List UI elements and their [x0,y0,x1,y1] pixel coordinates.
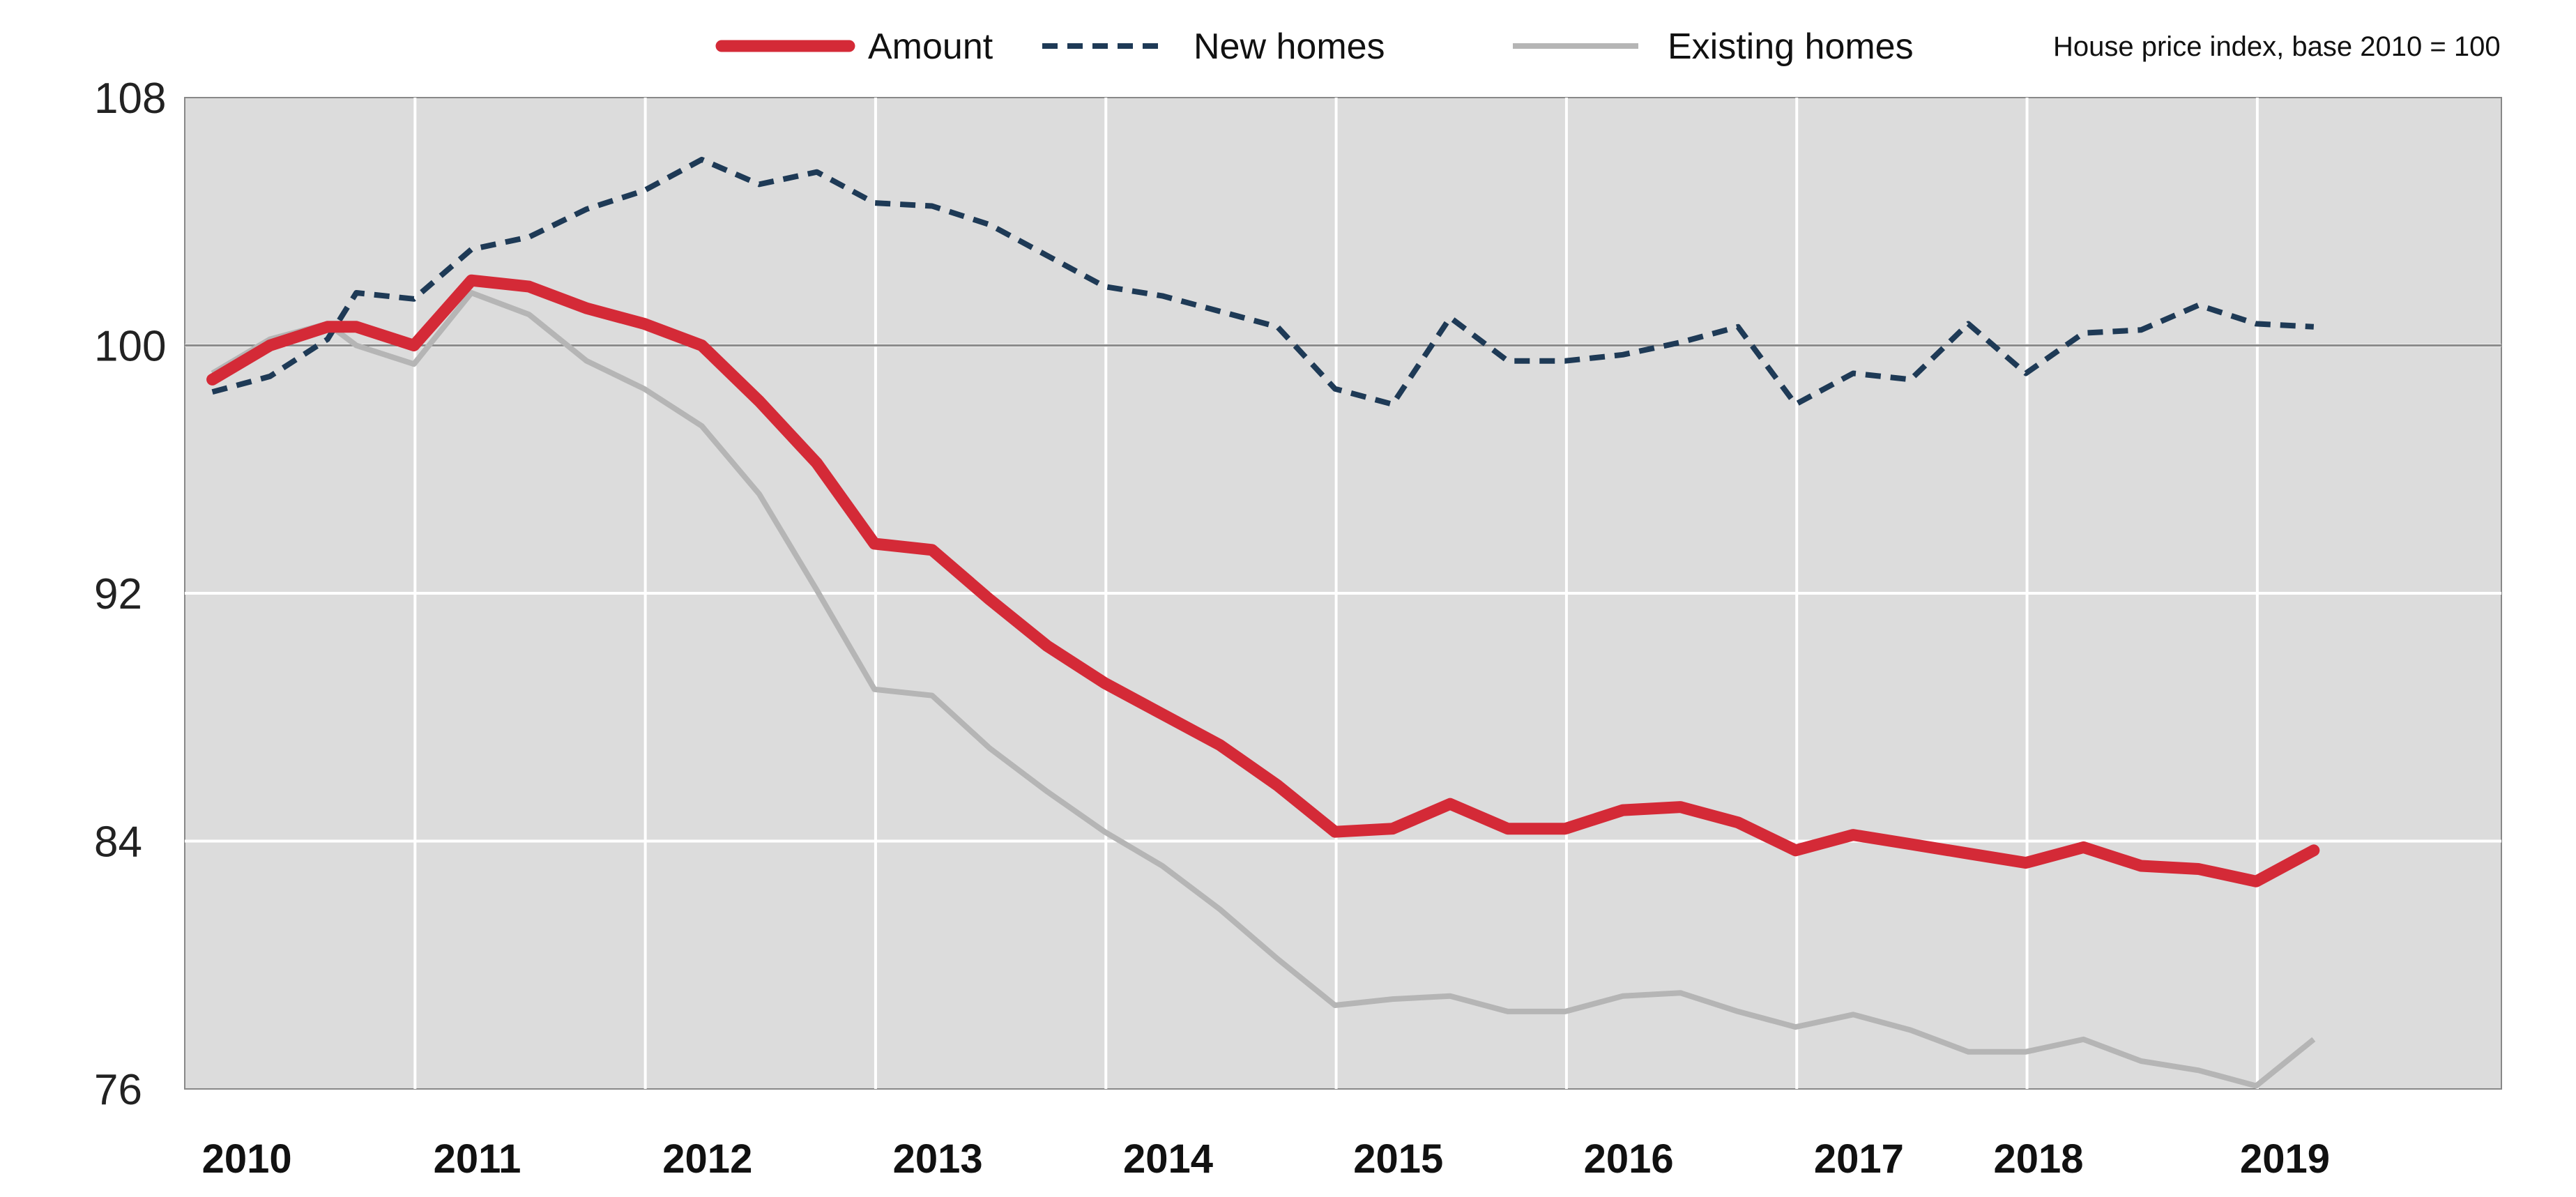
y-tick-label-100: 100 [94,323,166,371]
x-tick-label-2015: 2015 [1353,1136,1443,1182]
y-tick-label-92: 92 [94,570,142,618]
legend-label-amount: Amount [868,26,993,67]
x-tick-label-2019: 2019 [2240,1136,2330,1182]
axis-labels: 76 84 92 100 108 2010 2011 2012 2013 2014 2015 2016… [94,75,2330,1182]
x-tick-label-2017: 2017 [1814,1136,1904,1182]
legend: Amount New homes Existing homes House pr… [715,26,2501,67]
x-tick-label-2016: 2016 [1584,1136,1674,1182]
plot-area [184,97,2502,1090]
series-line-existing-homes [211,290,2316,1089]
x-tick-label-2018: 2018 [1994,1136,2084,1182]
series-lines [206,156,2320,1089]
x-tick-label-2010: 2010 [202,1136,292,1182]
x-tick-label-2011: 2011 [434,1136,521,1182]
legend-label-new-homes: New homes [1194,26,1385,67]
series-line-amount [206,274,2320,887]
chart-note: House price index, base 2010 = 100 [2053,31,2501,62]
x-tick-label-2012: 2012 [662,1136,752,1182]
y-tick-label-108: 108 [94,75,166,123]
legend-label-existing-homes: Existing homes [1668,26,1914,67]
y-tick-label-76: 76 [94,1066,142,1114]
y-tick-label-84: 84 [94,818,142,867]
x-tick-label-2014: 2014 [1123,1136,1213,1182]
series-line-new-homes [211,156,2315,407]
x-tick-label-2013: 2013 [893,1136,983,1182]
